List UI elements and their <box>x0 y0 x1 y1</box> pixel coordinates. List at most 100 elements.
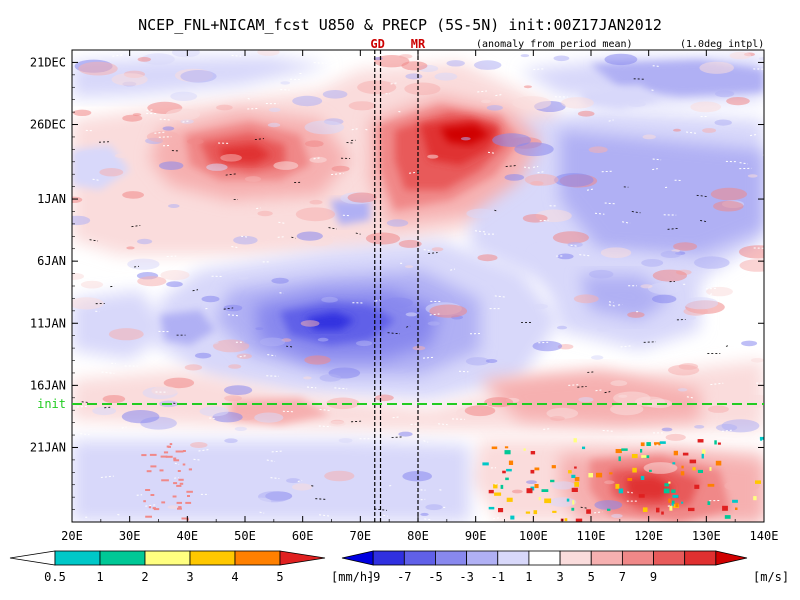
x-tick-label: 110E <box>577 529 606 543</box>
anomaly-speckle <box>485 359 498 363</box>
precip-cell <box>182 450 186 452</box>
precip-cell <box>701 453 704 459</box>
precip-cell <box>173 482 178 485</box>
anomaly-speckle <box>190 442 208 448</box>
anomaly-speckle <box>199 406 229 417</box>
precip-cell <box>641 455 647 458</box>
anomaly-speckle <box>72 196 83 203</box>
precip-cell <box>675 502 679 508</box>
anomaly-speckle <box>348 101 376 111</box>
precip-cell <box>681 465 684 469</box>
colorbar-label: 3 <box>556 570 563 584</box>
precip-cell <box>498 508 504 513</box>
marker-label-mr: MR <box>411 37 426 51</box>
contour-segment <box>389 484 393 487</box>
precip-cell <box>544 498 552 504</box>
contour-segment <box>586 188 594 191</box>
precip-cell <box>717 442 721 445</box>
contour-segment <box>423 249 432 252</box>
precip-cell <box>145 489 151 491</box>
contour-segment <box>587 371 595 373</box>
contour-segment <box>618 304 623 306</box>
anomaly-speckle <box>647 282 682 295</box>
precip-cell <box>681 501 684 504</box>
anomaly-speckle <box>738 245 764 259</box>
anomaly-speckle <box>427 154 439 159</box>
contour-segment <box>247 97 252 101</box>
precip-cell <box>161 479 169 482</box>
precip-cell <box>671 489 676 493</box>
anomaly-speckle <box>512 96 552 110</box>
anomaly-speckle <box>747 174 758 178</box>
anomaly-speckle <box>739 259 764 272</box>
colorbar-cell <box>653 550 686 566</box>
x-tick-label: 60E <box>292 529 314 543</box>
anomaly-speckle <box>328 420 346 427</box>
anomaly-speckle <box>126 246 135 250</box>
anomaly-speckle <box>604 480 615 485</box>
anomaly-speckle <box>427 321 440 326</box>
anomaly-speckle <box>710 187 748 201</box>
contour-segment <box>595 389 603 392</box>
colorbar-label: 1 <box>525 570 532 584</box>
precip-cell <box>177 470 181 472</box>
contour-segment <box>297 479 303 482</box>
anomaly-speckle <box>729 51 751 60</box>
contour-segment <box>570 244 578 247</box>
contour-segment <box>328 227 337 230</box>
precip-cell <box>682 452 689 456</box>
contour-segment <box>256 207 261 210</box>
precip-cell <box>160 455 168 458</box>
anomaly-speckle <box>557 253 574 260</box>
contour-segment <box>375 299 381 302</box>
anomaly-speckle <box>324 470 355 482</box>
anomaly-speckle <box>588 146 608 153</box>
precip-cell <box>150 494 155 496</box>
colorbar-label: 2 <box>141 570 148 584</box>
anomaly-speckle <box>271 277 289 284</box>
precip-cell <box>714 440 717 445</box>
chart-subtitle-right: (1.0deg intpl) <box>680 39 764 50</box>
precip-cell <box>759 436 764 441</box>
contour-segment <box>209 417 215 419</box>
contour-segment <box>154 131 166 134</box>
anomaly-speckle <box>386 219 409 227</box>
contour-segment <box>537 171 546 174</box>
anomaly-speckle <box>707 405 729 413</box>
precip-overlay <box>141 436 764 522</box>
anomaly-speckle <box>673 242 698 251</box>
precip-cell <box>181 517 189 520</box>
contour-segment <box>121 426 127 429</box>
anomaly-speckle <box>159 161 184 170</box>
colorbar-label: -5 <box>428 570 442 584</box>
contour-segment <box>355 232 361 235</box>
precip-cell <box>506 468 512 472</box>
precip-cell <box>188 468 192 471</box>
anomaly-speckle <box>398 431 413 437</box>
precip-cell <box>179 482 184 485</box>
precip-cell <box>732 499 738 503</box>
anomaly-speckle <box>685 316 697 320</box>
anomaly-speckle <box>309 199 323 205</box>
anomaly-speckle <box>80 280 104 289</box>
anomaly-speckle <box>532 303 548 310</box>
precip-cell <box>173 459 180 462</box>
anomaly-speckle <box>365 232 401 245</box>
anomaly-speckle <box>398 239 422 248</box>
precip-cell <box>167 445 171 448</box>
colorbar-cell <box>590 550 623 566</box>
precip-cell <box>185 501 192 504</box>
anomaly-speckle <box>114 153 128 159</box>
contour-segment <box>438 423 448 426</box>
anomaly-speckle <box>480 281 493 286</box>
precip-cell <box>671 500 675 504</box>
anomaly-speckle <box>122 191 144 199</box>
anomaly-speckle <box>375 394 394 402</box>
colorbar-cell <box>621 550 654 566</box>
anomaly-speckle <box>554 173 594 187</box>
precip-cell <box>702 449 706 455</box>
precip-cell <box>669 505 673 511</box>
precip-cell <box>646 442 651 446</box>
anomaly-speckle <box>600 247 632 258</box>
anomaly-speckle <box>122 114 143 122</box>
